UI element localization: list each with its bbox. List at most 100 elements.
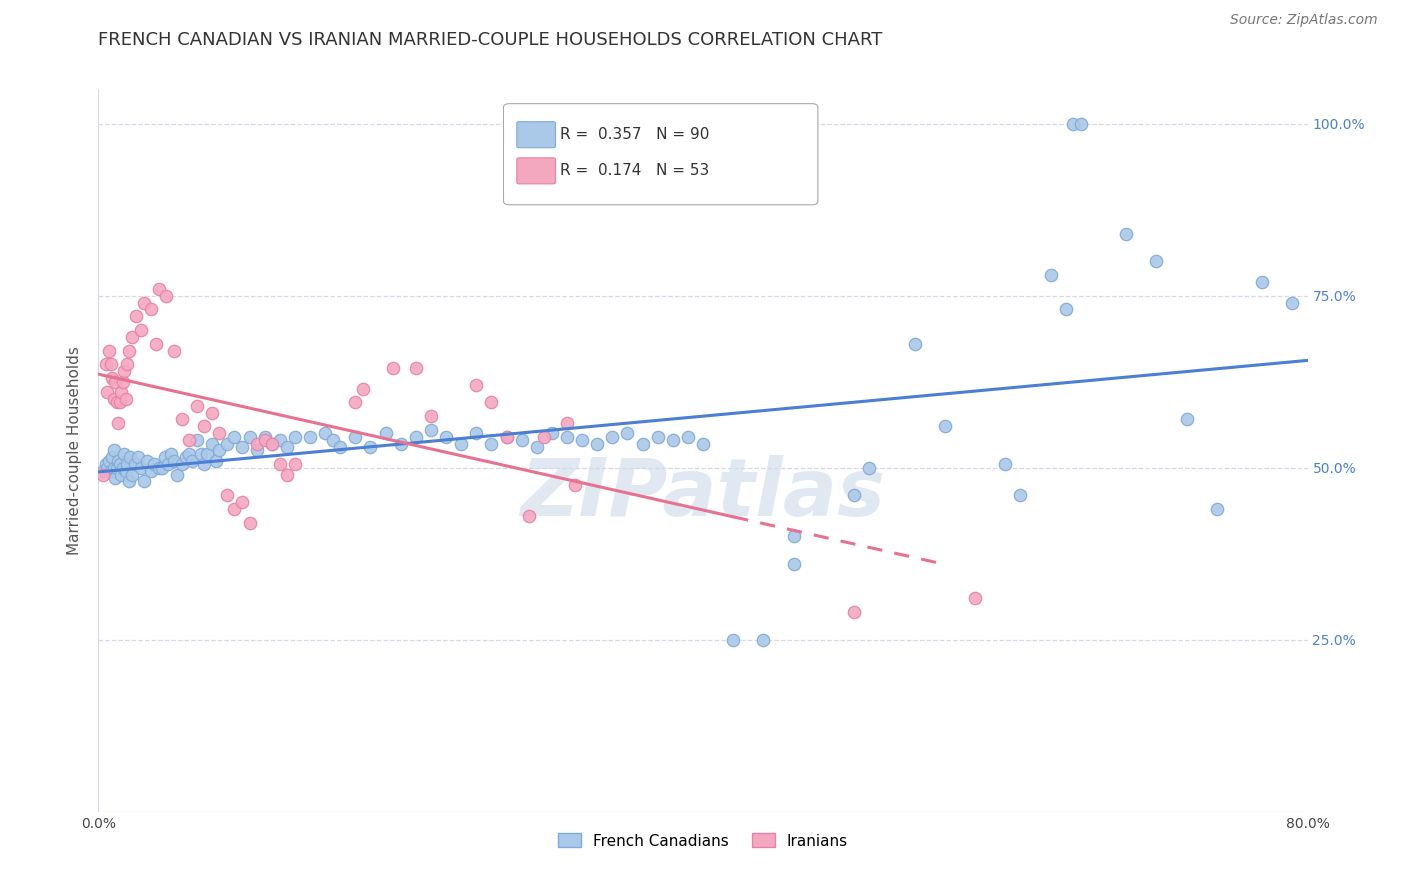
Point — [124, 457, 146, 471]
Point — [118, 475, 141, 489]
Point — [100, 464, 122, 478]
Point — [112, 447, 135, 461]
Point — [253, 430, 276, 444]
Point — [148, 460, 170, 475]
Point — [934, 419, 956, 434]
Point — [132, 295, 155, 310]
Point — [420, 409, 443, 423]
Text: R =  0.357   N = 90: R = 0.357 N = 90 — [561, 128, 710, 142]
Point — [111, 375, 134, 389]
Point — [121, 467, 143, 482]
Point — [141, 464, 163, 478]
Point — [1039, 268, 1062, 282]
Point — [510, 433, 533, 447]
Point — [1251, 275, 1274, 289]
Point — [163, 343, 186, 358]
Point — [129, 460, 152, 475]
Point — [103, 460, 125, 475]
Point — [181, 454, 204, 468]
Text: FRENCH CANADIAN VS IRANIAN MARRIED-COUPLE HOUSEHOLDS CORRELATION CHART: FRENCH CANADIAN VS IRANIAN MARRIED-COUPL… — [98, 31, 883, 49]
Point — [201, 436, 224, 450]
Point — [186, 399, 208, 413]
Point — [405, 430, 427, 444]
Point — [179, 447, 201, 461]
Point — [96, 460, 118, 475]
Point — [329, 440, 352, 454]
Point — [186, 433, 208, 447]
Point — [352, 382, 374, 396]
Point — [1281, 295, 1303, 310]
Point — [276, 467, 298, 482]
Point — [965, 591, 987, 606]
Point — [322, 433, 344, 447]
Point — [1357, 171, 1379, 186]
Point — [150, 460, 173, 475]
Point — [1062, 117, 1084, 131]
Point — [405, 360, 427, 375]
Point — [1115, 227, 1137, 241]
Point — [101, 371, 124, 385]
Point — [141, 302, 163, 317]
Point — [224, 502, 246, 516]
Point — [1175, 412, 1198, 426]
Point — [465, 426, 488, 441]
Point — [91, 464, 114, 478]
Point — [299, 430, 322, 444]
Point — [481, 395, 503, 409]
Point — [555, 416, 578, 430]
Point — [143, 457, 166, 471]
Point — [104, 375, 127, 389]
Point — [360, 440, 382, 454]
Point — [269, 457, 291, 471]
Point — [844, 488, 866, 502]
Point — [517, 508, 540, 523]
Y-axis label: Married-couple Households: Married-couple Households — [67, 346, 83, 555]
Point — [118, 343, 141, 358]
FancyBboxPatch shape — [503, 103, 818, 205]
Point — [382, 360, 405, 375]
Point — [135, 454, 157, 468]
Point — [96, 384, 118, 399]
Point — [105, 460, 128, 475]
Text: Source: ZipAtlas.com: Source: ZipAtlas.com — [1230, 13, 1378, 28]
Point — [661, 433, 683, 447]
Point — [284, 430, 307, 444]
Point — [262, 436, 284, 450]
Point — [783, 557, 806, 571]
Point — [1010, 488, 1032, 502]
Point — [533, 430, 555, 444]
Point — [215, 436, 238, 450]
Point — [904, 336, 927, 351]
Point — [208, 443, 231, 458]
Point — [108, 457, 131, 471]
Point — [98, 454, 121, 468]
Point — [98, 343, 121, 358]
Point — [170, 412, 193, 426]
Point — [647, 430, 669, 444]
Point — [166, 467, 188, 482]
Point — [110, 384, 132, 399]
Point — [201, 406, 224, 420]
Point — [94, 358, 117, 372]
Point — [104, 471, 127, 485]
FancyBboxPatch shape — [517, 121, 555, 148]
Legend: French Canadians, Iranians: French Canadians, Iranians — [551, 828, 855, 855]
Point — [155, 288, 177, 302]
Point — [314, 426, 336, 441]
Point — [112, 364, 135, 378]
Point — [121, 330, 143, 344]
Point — [205, 454, 228, 468]
Point — [127, 450, 149, 465]
Point — [239, 430, 262, 444]
Point — [844, 605, 866, 619]
Point — [125, 310, 148, 324]
Point — [389, 436, 412, 450]
Point — [105, 395, 128, 409]
Text: R =  0.174   N = 53: R = 0.174 N = 53 — [561, 163, 710, 178]
Point — [631, 436, 654, 450]
Point — [195, 447, 218, 461]
Point — [163, 454, 186, 468]
Point — [676, 430, 699, 444]
Point — [193, 419, 215, 434]
Point — [564, 478, 586, 492]
